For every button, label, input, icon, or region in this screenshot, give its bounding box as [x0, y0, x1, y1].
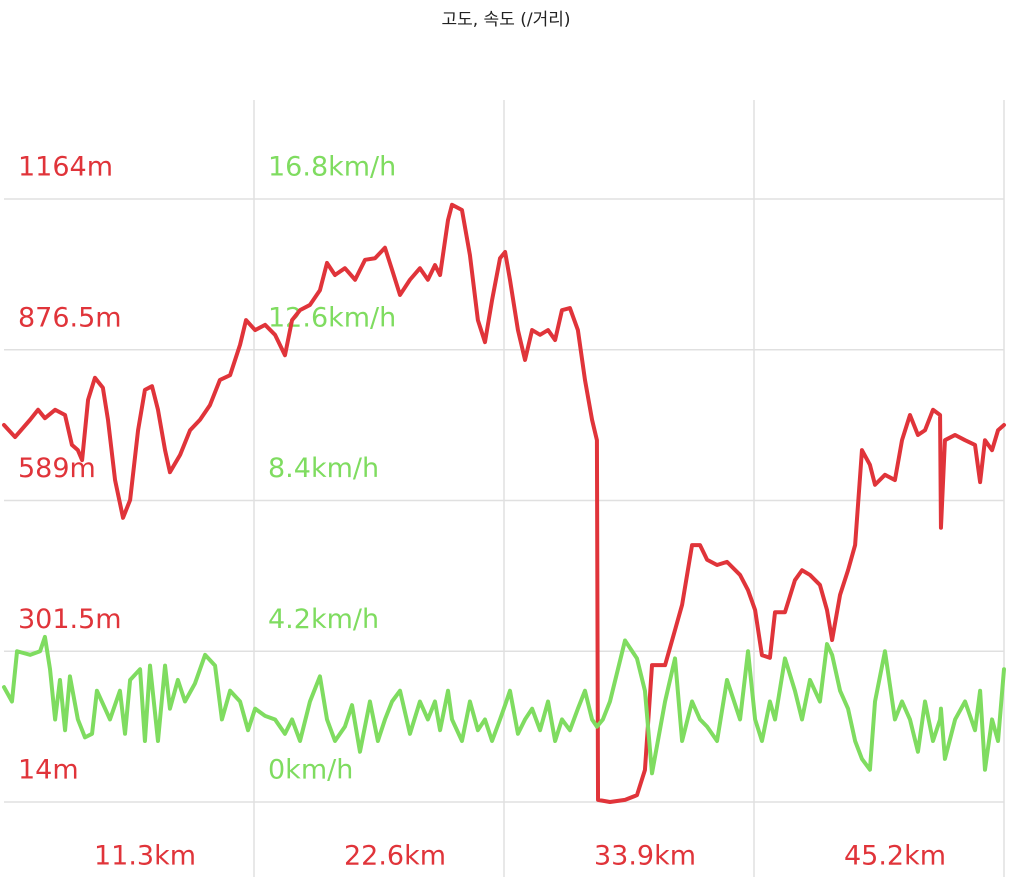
x-tick-label: 22.6km: [344, 841, 446, 872]
x-tick-label: 11.3km: [94, 841, 196, 872]
y2-tick-label: 0km/h: [268, 755, 353, 786]
y2-tick-label: 8.4km/h: [268, 453, 379, 484]
series-line: [2, 202, 1006, 804]
y2-tick-label: 4.2km/h: [268, 604, 379, 635]
x-tick-label: 33.9km: [594, 841, 696, 872]
chart-title: 고도, 속도 (/거리): [441, 10, 570, 30]
y-tick-label: 14m: [18, 755, 79, 786]
y-tick-label: 876.5m: [18, 302, 122, 333]
series-line: [2, 634, 1006, 776]
y2-tick-label: 16.8km/h: [268, 152, 396, 183]
x-tick-label: 45.2km: [844, 841, 946, 872]
y-tick-label: 1164m: [18, 152, 113, 183]
y2-tick-label: 12.6km/h: [268, 302, 396, 333]
y-tick-label: 301.5m: [18, 604, 122, 635]
